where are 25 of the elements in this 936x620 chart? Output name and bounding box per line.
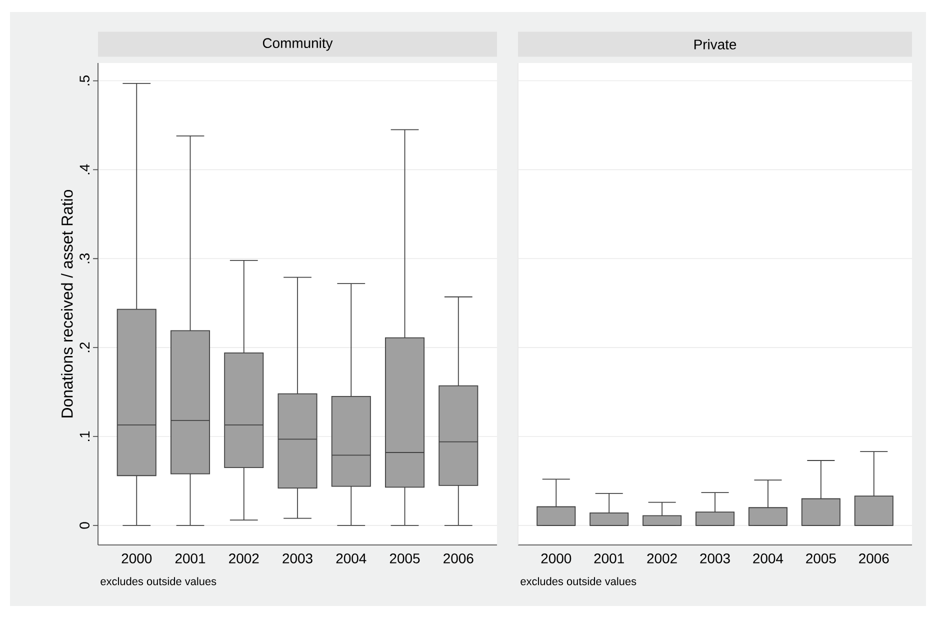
x-tick-label: 2002 bbox=[229, 553, 259, 564]
y-tick-label: .3 bbox=[80, 253, 90, 264]
y-axis-title: Donations received / asset Ratio bbox=[61, 190, 73, 418]
x-tick-label: 2003 bbox=[282, 553, 312, 564]
y-tick-label: .1 bbox=[80, 431, 90, 442]
x-tick-label: 2002 bbox=[647, 553, 677, 564]
x-tick-label: 2006 bbox=[444, 553, 474, 564]
x-tick-label: 2004 bbox=[336, 553, 366, 564]
x-tick-label: 2001 bbox=[594, 553, 624, 564]
x-tick-label: 2000 bbox=[122, 553, 152, 564]
chart-title: Community bbox=[262, 38, 333, 51]
x-tick-label: 2005 bbox=[390, 553, 420, 564]
x-tick-label: 2001 bbox=[175, 553, 206, 564]
chart-title: Private bbox=[694, 39, 736, 50]
x-tick-label: 2004 bbox=[753, 553, 784, 564]
y-tick-label: .5 bbox=[80, 76, 90, 86]
text: excludes outside values bbox=[520, 577, 636, 586]
x-tick-label: 2006 bbox=[859, 553, 889, 564]
x-tick-label: 2003 bbox=[700, 553, 730, 564]
y-tick-label: .2 bbox=[80, 342, 90, 352]
x-tick-label: 2005 bbox=[806, 553, 836, 564]
x-tick-label: 2000 bbox=[541, 553, 572, 564]
y-tick-label: 0 bbox=[80, 522, 90, 529]
y-tick-label: .4 bbox=[80, 164, 90, 174]
text: excludes outside values bbox=[100, 577, 216, 586]
